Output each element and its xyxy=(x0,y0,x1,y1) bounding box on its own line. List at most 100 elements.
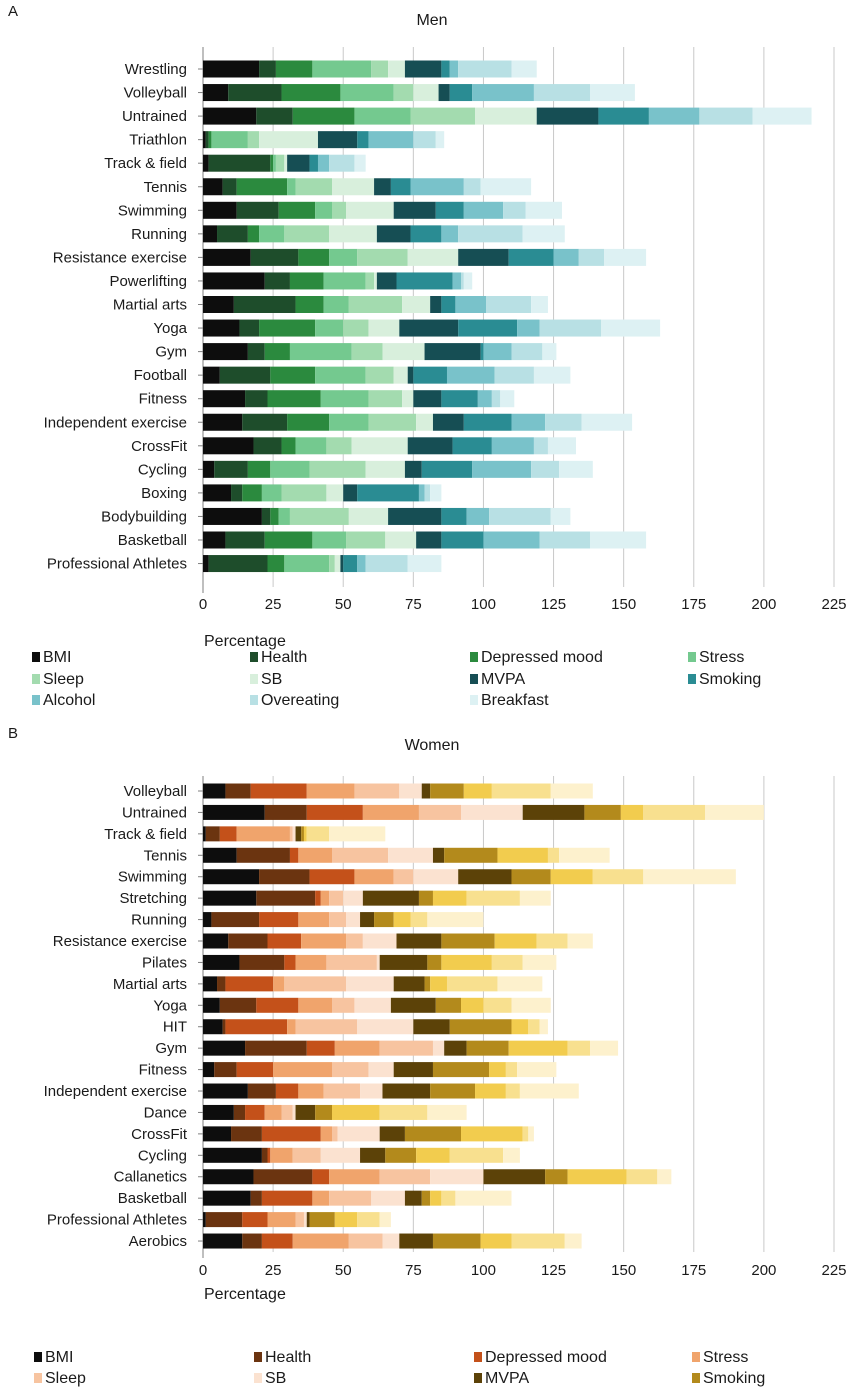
x-tick-label: 75 xyxy=(405,1262,422,1279)
bar-segment xyxy=(427,912,484,928)
x-tick-label: 225 xyxy=(821,596,846,613)
legend-label: Smoking xyxy=(703,1370,765,1387)
bar-segment xyxy=(203,1104,234,1120)
bar-segment xyxy=(236,847,290,863)
bar-segment xyxy=(329,890,344,906)
legend-label: Stress xyxy=(699,649,744,666)
bar-segment xyxy=(312,1190,330,1206)
legend-swatch xyxy=(688,674,696,684)
bar-segment xyxy=(441,60,450,78)
bar-segment xyxy=(247,343,265,361)
bar-segment xyxy=(528,1126,534,1142)
bar-segment xyxy=(452,272,462,290)
bar-segment xyxy=(203,131,206,149)
bar-segment xyxy=(295,296,324,313)
bar-segment xyxy=(449,84,473,102)
bar-segment xyxy=(489,1062,506,1078)
bar-segment xyxy=(463,272,473,290)
bar-segment xyxy=(298,997,333,1013)
bar-segment xyxy=(365,272,375,290)
chart-panel-0: 0 25 50 75 100 125 150 175 200 225 Wrestling Volley… xyxy=(32,47,847,709)
bar-segment xyxy=(259,131,318,149)
bar-segment xyxy=(203,1169,254,1185)
bar-segment xyxy=(458,60,512,78)
bar-segment xyxy=(388,507,442,525)
category-label: Triathlon xyxy=(129,132,187,149)
bar-segment xyxy=(402,296,431,313)
bar-segment xyxy=(494,933,537,949)
bar-segment xyxy=(533,366,571,384)
bar-segment xyxy=(511,343,543,361)
bar-segment xyxy=(273,976,285,992)
bar-segment xyxy=(309,1212,335,1228)
bar-segment xyxy=(365,460,405,478)
bar-segment xyxy=(295,178,333,196)
bar-segment xyxy=(267,555,285,573)
bar-segment xyxy=(329,413,369,431)
bar-segment xyxy=(362,804,419,820)
bar-segment xyxy=(511,1233,565,1249)
bar-segment xyxy=(295,826,302,842)
bar-segment xyxy=(250,783,307,799)
bar-segment xyxy=(505,1083,520,1099)
bar-segment xyxy=(458,225,523,243)
bar-segment xyxy=(231,1126,262,1142)
bar-segment xyxy=(441,531,484,549)
category-label: Wrestling xyxy=(125,61,187,78)
bar-segment xyxy=(584,804,621,820)
legend-swatch xyxy=(470,695,478,705)
bar-segment xyxy=(441,296,456,313)
category-label: Tennis xyxy=(144,847,187,864)
bar-segment xyxy=(390,997,436,1013)
bar-segment xyxy=(323,296,349,313)
legend-label: Health xyxy=(265,1349,311,1366)
bar-segment xyxy=(421,1190,431,1206)
category-label: Aerobics xyxy=(129,1233,187,1250)
bar-segment xyxy=(332,1062,369,1078)
x-tick-label: 200 xyxy=(751,1262,776,1279)
bar-segment xyxy=(289,507,349,525)
bar-segment xyxy=(315,366,366,384)
bar-segment xyxy=(340,555,344,573)
bar-segment xyxy=(245,1104,265,1120)
bar-segment xyxy=(525,201,562,219)
legend-swatch xyxy=(470,674,478,684)
bar-segment xyxy=(332,178,375,196)
bar-segment xyxy=(261,484,282,502)
legend-label: Health xyxy=(261,649,307,666)
bar-segment xyxy=(418,484,425,502)
bar-segment xyxy=(421,783,431,799)
bar-segment xyxy=(444,847,498,863)
bar-segment xyxy=(233,296,296,313)
bar-segment xyxy=(531,460,560,478)
bar-segment xyxy=(208,131,212,149)
bar-segment xyxy=(315,890,321,906)
bar-segment xyxy=(421,460,473,478)
bar-segment xyxy=(360,1147,386,1163)
bar-segment xyxy=(261,1147,268,1163)
bar-segment xyxy=(329,225,377,243)
bar-segment xyxy=(228,933,268,949)
bar-segment xyxy=(354,154,366,172)
bar-segment xyxy=(292,1104,296,1120)
category-label: CrossFit xyxy=(131,1126,188,1143)
bar-segment xyxy=(393,201,436,219)
bar-segment xyxy=(379,1104,428,1120)
legend-swatch xyxy=(692,1373,700,1383)
bar-segment xyxy=(332,997,355,1013)
bar-segment xyxy=(418,804,462,820)
bar-segment xyxy=(309,154,318,172)
bar-segment xyxy=(360,912,375,928)
x-tick-label: 100 xyxy=(471,1262,496,1279)
bar-segment xyxy=(385,531,417,549)
bar-segment xyxy=(362,890,419,906)
bar-segment xyxy=(203,1126,232,1142)
bar-segment xyxy=(416,1147,450,1163)
bar-segment xyxy=(362,933,397,949)
bar-segment xyxy=(404,1190,422,1206)
bar-segment xyxy=(371,1190,405,1206)
bar-segment xyxy=(393,84,414,102)
bar-segment xyxy=(203,826,206,842)
bar-segment xyxy=(522,804,585,820)
bar-segment xyxy=(292,107,355,125)
